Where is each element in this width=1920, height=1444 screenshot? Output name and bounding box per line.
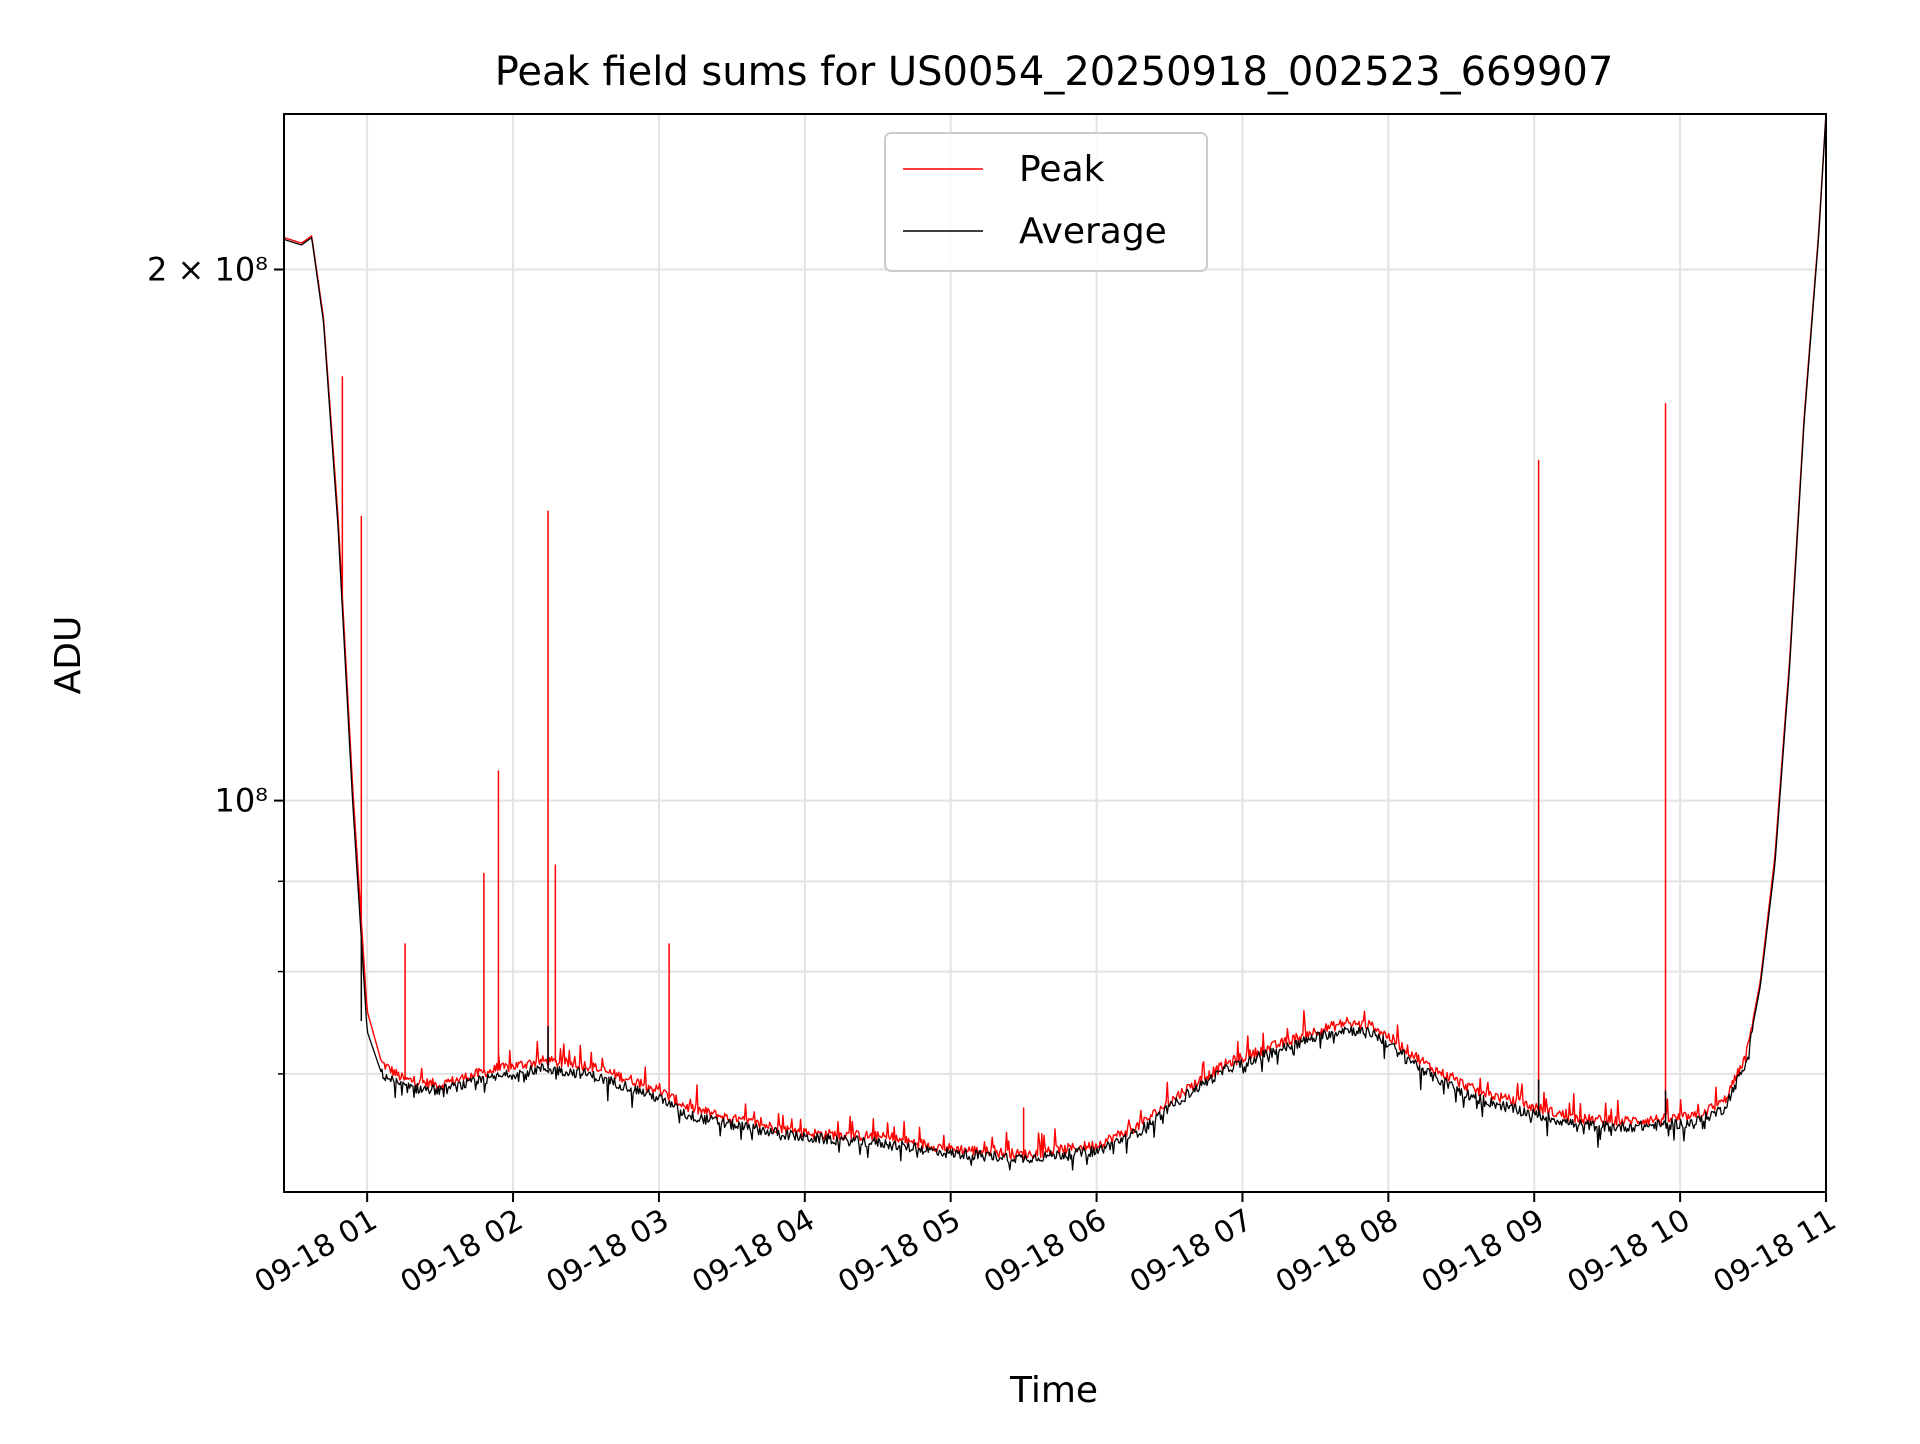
series-layer [284, 114, 1826, 1171]
legend-label-peak: Peak [1019, 149, 1105, 190]
y-tick-label: 2 × 10⁸ [147, 250, 268, 288]
series-line-average [284, 114, 1826, 1171]
series-peak [284, 114, 1826, 1161]
y-axis-label: ADU [48, 616, 89, 695]
y-tick-label: 10⁸ [214, 782, 268, 820]
legend-box [884, 132, 1208, 272]
plot-frame [283, 113, 1827, 1193]
legend: Peak Average [884, 132, 1208, 272]
chart-title: Peak field sums for US0054_20250918_0025… [495, 49, 1614, 95]
series-average [284, 114, 1826, 1171]
legend-label-average: Average [1019, 211, 1167, 252]
series-line-peak [284, 114, 1826, 1161]
x-axis-label: Time [1009, 1370, 1098, 1411]
